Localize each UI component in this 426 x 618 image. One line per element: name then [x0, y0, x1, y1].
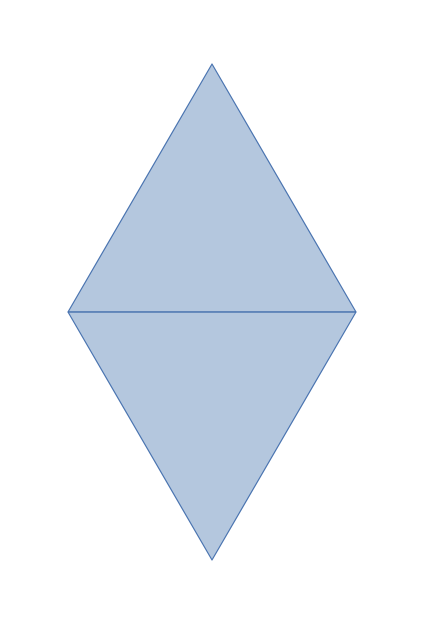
lower-triangle	[67, 311, 357, 561]
upper-triangle	[67, 63, 357, 313]
